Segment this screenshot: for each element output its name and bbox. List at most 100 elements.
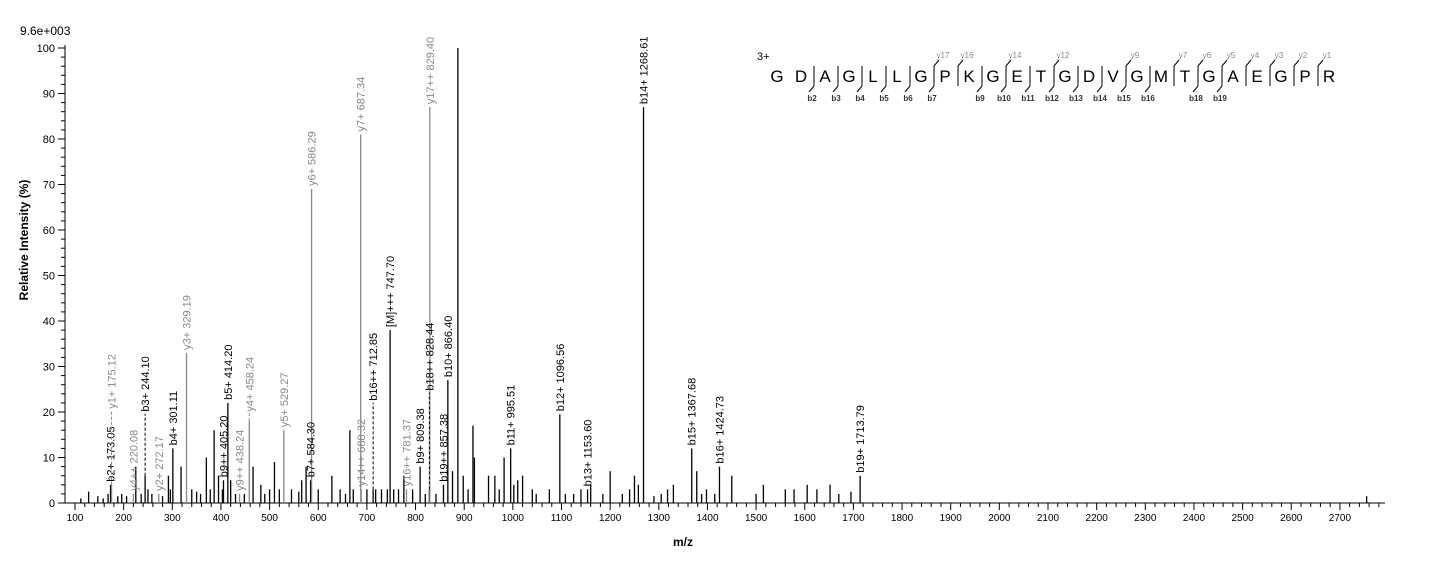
peak-label: y3+ 329.19 xyxy=(182,295,194,350)
b-cleavage-tick xyxy=(1024,85,1031,93)
x-tick-label: 2200 xyxy=(1086,513,1109,524)
b-ion-label: b14 xyxy=(1093,94,1107,103)
peak-label: y9++ 438.24 xyxy=(235,430,247,491)
peak-label: b15+ 1367.68 xyxy=(687,378,699,446)
y-ion-label: y4 xyxy=(1251,51,1260,60)
peak-label: b7+ 584.30 xyxy=(306,422,318,477)
x-tick-label: 1300 xyxy=(648,513,671,524)
residue: G xyxy=(914,67,927,86)
b-ion-label: b12 xyxy=(1045,94,1059,103)
x-tick-label: 1600 xyxy=(794,513,817,524)
y-ion-label: y1 xyxy=(1323,51,1332,60)
y-cleavage-tick xyxy=(1317,59,1324,67)
x-tick-label: 2500 xyxy=(1231,513,1254,524)
y-ion-label: y3 xyxy=(1275,51,1284,60)
y-cleavage-tick xyxy=(933,59,940,67)
x-tick-label: 2100 xyxy=(1037,513,1060,524)
x-tick-label: 2600 xyxy=(1280,513,1303,524)
residue: A xyxy=(819,67,831,86)
residue: L xyxy=(868,67,877,86)
y-cleavage-tick xyxy=(1269,59,1276,67)
peak-label: y4+ 458.24 xyxy=(244,357,256,412)
x-tick-label: 900 xyxy=(456,513,473,524)
b-cleavage-tick xyxy=(1000,85,1007,93)
peak-label: y17++ 829.40 xyxy=(425,37,437,104)
intensity-scale-label: 9.6e+003 xyxy=(20,24,71,38)
y-tick-label: 60 xyxy=(43,225,55,237)
y-tick-label: 0 xyxy=(49,498,55,510)
b-cleavage-tick xyxy=(976,85,983,93)
b-ion-label: b18 xyxy=(1189,94,1203,103)
peak-label: y7+ 687.34 xyxy=(356,77,368,132)
y-cleavage-tick xyxy=(957,59,964,67)
residue: A xyxy=(1227,67,1239,86)
peak-label: b9++ 405.20 xyxy=(218,415,230,477)
x-tick-label: 1200 xyxy=(599,513,622,524)
b-cleavage-tick xyxy=(1072,85,1079,93)
y-cleavage-tick xyxy=(1053,59,1060,67)
residue: D xyxy=(795,67,807,86)
x-tick-label: 2300 xyxy=(1134,513,1157,524)
x-tick-label: 500 xyxy=(261,513,278,524)
residue: G xyxy=(986,67,999,86)
y-cleavage-tick xyxy=(1125,59,1132,67)
y-ion-label: y17 xyxy=(937,51,950,60)
y-cleavage-tick xyxy=(1173,59,1180,67)
b-cleavage-tick xyxy=(856,85,863,93)
y-ion-label: y16 xyxy=(961,51,974,60)
b-ion-label: b3 xyxy=(831,94,841,103)
peak-label: y5+ 529.27 xyxy=(279,372,291,427)
peak-label: [M]+++ 747.70 xyxy=(385,256,397,327)
y-cleavage-tick xyxy=(1245,59,1252,67)
y-cleavage-tick xyxy=(1221,59,1228,67)
residue: G xyxy=(1274,67,1287,86)
peak-label: b3+ 244.10 xyxy=(140,356,152,411)
residue: G xyxy=(1130,67,1143,86)
b-ion-label: b19 xyxy=(1213,94,1227,103)
residue: R xyxy=(1323,67,1335,86)
y-ion-label: y2 xyxy=(1299,51,1308,60)
b-ion-label: b7 xyxy=(927,94,937,103)
charge-state: 3+ xyxy=(757,51,770,63)
y-cleavage-tick xyxy=(1293,59,1300,67)
b-cleavage-tick xyxy=(1096,85,1103,93)
y-ion-label: y14 xyxy=(1009,51,1022,60)
b-cleavage-tick xyxy=(928,85,935,93)
x-tick-label: 400 xyxy=(213,513,230,524)
y-tick-label: 70 xyxy=(43,180,55,192)
y-ion-label: y5 xyxy=(1227,51,1236,60)
peak-label: y14++ 688.32 xyxy=(356,419,368,486)
y-tick-label: 20 xyxy=(43,407,55,419)
b-cleavage-tick xyxy=(1144,85,1151,93)
residue: T xyxy=(1036,67,1046,86)
peaks xyxy=(80,48,1368,503)
peak-label: b9+ 809.38 xyxy=(415,408,427,463)
peak-label: y6+ 586.29 xyxy=(307,131,319,186)
y-ion-label: y9 xyxy=(1131,51,1140,60)
y-ion-label: y7 xyxy=(1179,51,1188,60)
b-cleavage-tick xyxy=(904,85,911,93)
b-cleavage-tick xyxy=(808,85,815,93)
peak-label: b19++ 857.38 xyxy=(438,414,450,482)
y-ion-label: y12 xyxy=(1057,51,1070,60)
peak-label: b11+ 995.51 xyxy=(506,385,518,446)
peak-label: b5+ 414.20 xyxy=(223,345,235,400)
y-cleavage-tick xyxy=(1197,59,1204,67)
y-tick-label: 40 xyxy=(43,316,55,328)
residue: T xyxy=(1180,67,1190,86)
x-tick-label: 2700 xyxy=(1329,513,1352,524)
x-tick-label: 100 xyxy=(67,513,84,524)
x-tick-label: 1000 xyxy=(502,513,525,524)
b-ion-label: b6 xyxy=(903,94,913,103)
peak-label: b13+ 1153.60 xyxy=(583,420,595,487)
x-tick-label: 2400 xyxy=(1183,513,1206,524)
b-ion-label: b15 xyxy=(1117,94,1131,103)
b-ion-label: b10 xyxy=(997,94,1011,103)
y-tick-label: 100 xyxy=(37,43,55,55)
b-ion-label: b2 xyxy=(807,94,817,103)
peak-label: b18++ 828.44 xyxy=(424,323,436,391)
y-cleavage-tick xyxy=(1005,59,1012,67)
b-cleavage-tick xyxy=(880,85,887,93)
peak-label: b19+ 1713.79 xyxy=(855,405,867,473)
